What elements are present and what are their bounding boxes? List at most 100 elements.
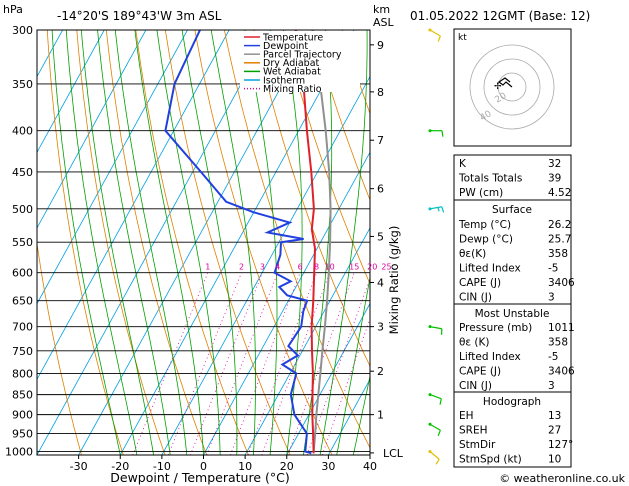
dry-adiabat-line	[253, 30, 370, 368]
table-row-label: SREH	[459, 425, 488, 437]
wet-adiabat-line	[51, 30, 121, 455]
mixing-ratio-labels: 1 2 3 4 6 8 10 15 20 25	[205, 263, 391, 272]
table-box	[453, 303, 572, 393]
mixing-ratio-line	[230, 272, 301, 455]
table-row-label: Lifted Index	[459, 263, 521, 275]
dewpoint-series	[164, 30, 312, 455]
most-unstable-row: θε (K) 358	[459, 337, 568, 349]
dry-adiabat-line	[76, 30, 166, 455]
pressure-tick-label: 450	[12, 166, 33, 179]
height-tick-label: 7	[377, 134, 384, 147]
most-unstable-row: CIN (J) 3	[459, 380, 555, 392]
height-tick-label: 3	[377, 321, 384, 334]
temperature-series	[294, 30, 317, 454]
height-tick-label: 2	[377, 365, 384, 378]
table-row-value: 127°	[548, 439, 573, 451]
table-row-label: EH	[459, 410, 474, 422]
wet-adiabat-line	[319, 30, 368, 455]
temperature-tick-label: 40	[363, 460, 377, 473]
asl-unit-label: ASL	[373, 16, 395, 29]
table-row-label: θε(K)	[459, 248, 486, 260]
location-label: -14°20'S 189°43'W 3m ASL	[57, 9, 222, 23]
table-row-value: 4.52	[548, 187, 571, 199]
wind-barb-flag	[437, 207, 440, 212]
hodograph-unit-label: kt	[458, 33, 467, 43]
wet-adiabat-line	[369, 453, 370, 455]
table-box	[453, 199, 572, 305]
pressure-tick-label: 700	[12, 321, 33, 334]
legend-entry: Dry Adiabat	[263, 58, 320, 69]
wind-barb-base	[428, 129, 432, 133]
table-row-value: -5	[548, 263, 558, 275]
pressure-tick-label: 650	[12, 295, 33, 308]
wind-barb-staff	[429, 206, 442, 210]
temperature-axis: -30 -20 -10 0 10 20 30 40	[70, 455, 377, 473]
dry-adiabat-line	[164, 30, 291, 455]
pressure-tick-label: 750	[12, 345, 33, 358]
pressure-axis: 300 350 400 450 500 550 600 650 700 750 800 850 900 9…	[5, 24, 33, 459]
wind-barb-staff	[429, 29, 441, 37]
mixing-ratio-line	[247, 272, 317, 455]
table-row-label: Lifted Index	[459, 351, 521, 363]
hodograph-ring	[483, 58, 541, 116]
table-row-label: θε (K)	[459, 337, 490, 349]
wind-barb-flag	[439, 398, 442, 405]
table-row-value: 3	[548, 380, 555, 392]
legend-entry: Mixing Ratio	[263, 84, 322, 95]
dry-adiabat-line	[608, 30, 629, 455]
legend-entry: Parcel Trajectory	[263, 50, 342, 61]
table-row-value: 3406	[548, 277, 575, 289]
index-row: Totals Totals 39	[458, 173, 561, 185]
table-row-value: 3406	[548, 366, 575, 378]
legend-entry: Wet Adiabat	[263, 67, 321, 78]
wind-barb-flag	[437, 429, 441, 437]
wet-adiabat-line	[303, 30, 333, 455]
storm-motion-marker: ✢	[494, 82, 502, 92]
wind-barb-base	[428, 393, 432, 397]
temperature-tick-label: 20	[280, 460, 294, 473]
temperature-tick-label: 30	[321, 460, 335, 473]
mixing-ratio-label: 2	[239, 263, 244, 272]
wind-barb-base	[428, 28, 432, 32]
height-tick-label: 5	[377, 230, 384, 243]
mixing-ratio-label: 8	[314, 263, 319, 272]
wind-barb-base	[428, 450, 432, 454]
most-unstable-row: CAPE (J) 3406	[459, 366, 575, 378]
wind-barb-flag	[441, 130, 444, 137]
mixing-ratio-label: 25	[381, 263, 391, 272]
isotherm-line	[328, 378, 370, 455]
parcel-trajectory-series	[311, 30, 332, 454]
table-title: Hodograph	[483, 396, 541, 408]
wind-barb-staff	[429, 326, 442, 330]
pressure-tick-label: 400	[12, 125, 33, 138]
mixing-ratio-label: 6	[298, 263, 303, 272]
hodograph-row: StmDir 127°	[459, 439, 573, 451]
wet-adiabat-line	[352, 374, 370, 455]
height-axis: 9 8 7 6 5 4 3 2 1 LCL	[370, 39, 404, 460]
wind-barb-flag	[435, 458, 440, 465]
index-row: K 32	[459, 158, 561, 170]
table-row-value: 26.2	[548, 219, 571, 231]
mixing-ratio-label: 20	[367, 263, 377, 272]
wet-adiabat-line	[80, 30, 154, 455]
wet-adiabat-line	[156, 30, 221, 455]
wet-adiabat-line	[65, 30, 138, 455]
dry-adiabat-line	[283, 30, 370, 285]
temperature-tick-label: 0	[200, 460, 207, 473]
legend-entry: Dewpoint	[263, 41, 308, 52]
temperature-tick-label: -30	[70, 460, 88, 473]
datetime-label: 01.05.2022 12GMT (Base: 12)	[410, 9, 590, 23]
temperature-tick-label: -10	[153, 460, 171, 473]
pressure-tick-label: 300	[12, 24, 33, 37]
wet-adiabat-line	[134, 30, 204, 455]
table-row-label: StmSpd (kt)	[459, 454, 522, 466]
wet-adiabat-line	[283, 30, 303, 455]
mixing-ratio-label: 3	[260, 263, 265, 272]
table-row-value: 13	[548, 410, 561, 422]
footer-credit: © weatheronline.co.uk	[499, 472, 625, 485]
temperature-tick-label: -20	[111, 460, 129, 473]
table-row-label: CAPE (J)	[459, 366, 501, 378]
table-row-value: -5	[548, 351, 558, 363]
mixing-ratio-line	[261, 272, 331, 455]
